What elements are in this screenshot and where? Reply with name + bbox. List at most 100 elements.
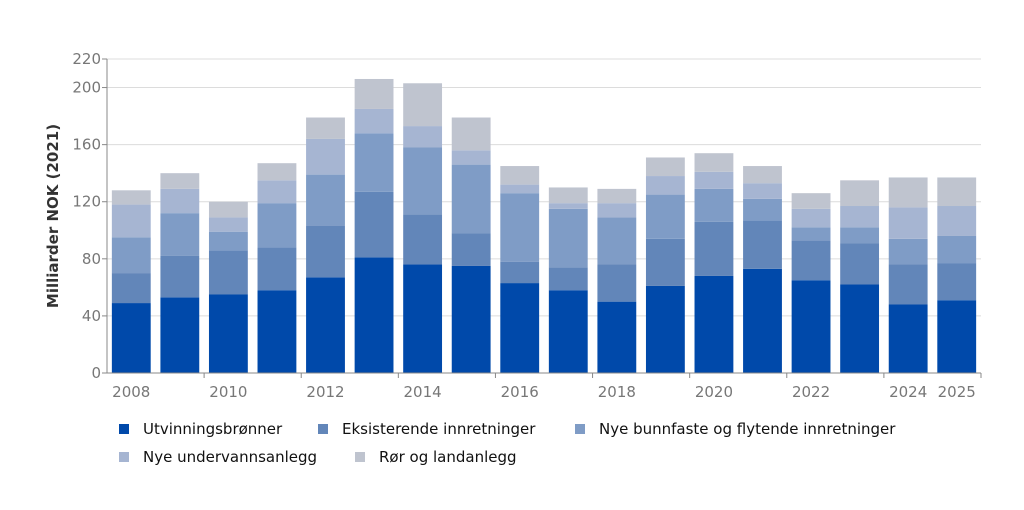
- legend-swatch: [355, 452, 365, 462]
- bar-segment: [160, 297, 200, 373]
- bar-segment: [306, 174, 345, 226]
- gridlines: [107, 58, 981, 317]
- bar-segment: [403, 214, 443, 265]
- bar-segment: [645, 285, 685, 373]
- bar-segment: [888, 207, 928, 239]
- bar-segment: [694, 275, 734, 373]
- bar-segment: [451, 117, 491, 151]
- bar-segment: [888, 238, 928, 265]
- bar-segment: [500, 193, 540, 262]
- bar-segment: [403, 83, 443, 127]
- bar-segment: [937, 235, 977, 264]
- legend-item[interactable]: Rør og landanlegg: [355, 448, 517, 466]
- bar-segment: [208, 250, 248, 295]
- bar-segment: [645, 176, 685, 195]
- y-tick-label: 0: [91, 364, 101, 382]
- legend-item[interactable]: Nye bunnfaste og flytende innretninger: [575, 420, 895, 438]
- x-tick-label: 2010: [209, 383, 247, 401]
- x-tick-label: 2012: [306, 383, 344, 401]
- bar-segment: [500, 283, 540, 373]
- bar-segment: [111, 204, 151, 238]
- legend-swatch: [119, 424, 129, 434]
- bar-segment: [306, 225, 345, 278]
- legend-item[interactable]: Eksisterende innretninger: [318, 420, 535, 438]
- bar-segment: [208, 294, 248, 373]
- legend-swatch: [575, 424, 585, 434]
- bar-segment: [743, 220, 782, 269]
- legend-item[interactable]: Nye undervannsanlegg: [119, 448, 317, 466]
- bar-segment: [500, 166, 540, 185]
- bar-segment: [597, 217, 637, 265]
- bar-segment: [548, 203, 588, 209]
- bar-segment: [354, 108, 394, 134]
- legend-label: Nye undervannsanlegg: [143, 448, 318, 466]
- bar-segment: [888, 304, 928, 373]
- bar-segment: [645, 238, 685, 286]
- bar-segment: [160, 188, 200, 214]
- x-tick-label: 2024: [889, 383, 927, 401]
- bar-segment: [548, 208, 588, 268]
- bars: [111, 78, 977, 373]
- legend-label: Nye bunnfaste og flytende innretninger: [599, 420, 896, 438]
- bar-segment: [840, 284, 880, 373]
- bar-segment: [840, 206, 880, 228]
- bar-segment: [111, 237, 151, 274]
- bar-segment: [208, 231, 248, 251]
- bar-segment: [937, 300, 977, 373]
- y-tick-label: 120: [72, 193, 101, 211]
- bar-segment: [306, 138, 345, 175]
- bar-segment: [160, 173, 200, 189]
- y-tick-label: 40: [82, 307, 101, 325]
- bar-segment: [597, 188, 637, 204]
- bar-segment: [694, 188, 734, 222]
- bar-segment: [354, 191, 394, 258]
- bar-segment: [840, 180, 880, 207]
- x-tick-label: 2025: [938, 383, 976, 401]
- bar-segment: [111, 273, 151, 304]
- y-axis-label: Milliarder NOK (2021): [44, 124, 62, 308]
- bar-segment: [257, 163, 297, 181]
- bar-segment: [160, 213, 200, 256]
- bar-segment: [208, 201, 248, 218]
- bar-segment: [597, 264, 637, 302]
- legend-swatch: [318, 424, 328, 434]
- bar-segment: [645, 194, 685, 239]
- bar-segment: [403, 264, 443, 373]
- bar-segment: [888, 264, 928, 305]
- bar-segment: [937, 263, 977, 301]
- x-tick-label: 2008: [112, 383, 150, 401]
- bar-segment: [548, 290, 588, 373]
- axes: 0 40 80 120 160 200 220 2008 2010 2012 2014 2016 201…: [72, 50, 982, 401]
- legend-label: Eksisterende innretninger: [342, 420, 536, 438]
- y-tick-label: 160: [72, 136, 101, 154]
- bar-segment: [451, 150, 491, 165]
- legend-label: Utvinningsbrønner: [143, 420, 283, 438]
- bar-segment: [111, 190, 151, 205]
- bar-segment: [743, 183, 782, 199]
- x-tick-label: 2018: [598, 383, 636, 401]
- bar-segment: [160, 255, 200, 298]
- bar-segment: [354, 133, 394, 192]
- y-tick-label: 220: [72, 50, 101, 68]
- bar-segment: [257, 247, 297, 291]
- legend-label: Rør og landanlegg: [379, 448, 517, 466]
- bar-segment: [597, 301, 637, 373]
- x-tick-label: 2022: [792, 383, 830, 401]
- bar-segment: [694, 153, 734, 172]
- bar-segment: [257, 180, 297, 204]
- bar-segment: [354, 78, 394, 109]
- bar-segment: [840, 243, 880, 285]
- bar-segment: [791, 227, 831, 241]
- bar-segment: [694, 221, 734, 276]
- bar-segment: [208, 217, 248, 232]
- bar-segment: [597, 203, 637, 218]
- bar-segment: [257, 290, 297, 373]
- legend-item[interactable]: Utvinningsbrønner: [119, 420, 282, 438]
- bar-segment: [451, 233, 491, 266]
- bar-segment: [548, 267, 588, 291]
- bar-segment: [743, 268, 782, 373]
- bar-segment: [791, 280, 831, 373]
- bar-segment: [257, 203, 297, 248]
- bar-segment: [937, 206, 977, 236]
